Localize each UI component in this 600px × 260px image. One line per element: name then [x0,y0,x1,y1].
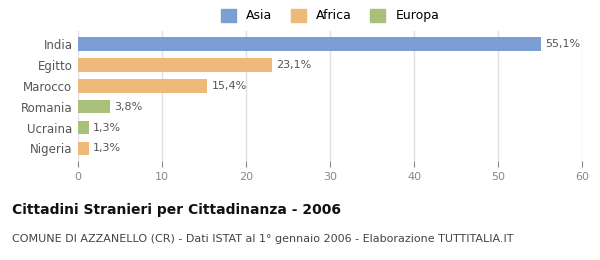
Text: 3,8%: 3,8% [114,102,142,112]
Bar [78,58,272,72]
Text: COMUNE DI AZZANELLO (CR) - Dati ISTAT al 1° gennaio 2006 - Elaborazione TUTTITAL: COMUNE DI AZZANELLO (CR) - Dati ISTAT al… [12,234,514,244]
Bar [78,142,89,155]
Text: 1,3%: 1,3% [93,144,121,153]
Text: 15,4%: 15,4% [212,81,247,91]
Text: Cittadini Stranieri per Cittadinanza - 2006: Cittadini Stranieri per Cittadinanza - 2… [12,203,341,217]
Text: 1,3%: 1,3% [93,122,121,133]
Text: 23,1%: 23,1% [276,60,311,70]
Text: 55,1%: 55,1% [545,39,580,49]
Bar [78,37,541,51]
Bar [78,121,89,134]
Bar [78,100,110,113]
Bar [78,79,208,93]
Legend: Asia, Africa, Europa: Asia, Africa, Europa [221,9,439,22]
